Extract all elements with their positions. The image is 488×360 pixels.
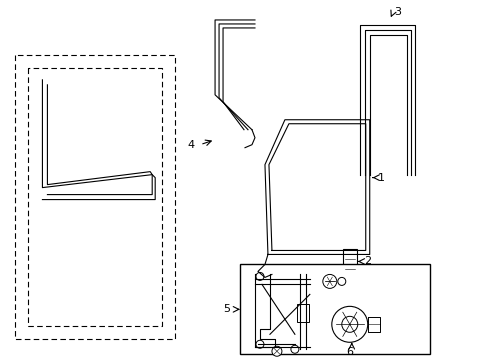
Text: 2: 2	[363, 256, 370, 266]
Circle shape	[255, 273, 264, 280]
Circle shape	[290, 345, 298, 353]
Text: 3: 3	[394, 7, 401, 17]
Circle shape	[322, 274, 336, 288]
Circle shape	[331, 306, 367, 342]
Bar	[240, 265, 429, 354]
Circle shape	[255, 340, 264, 348]
Bar	[342, 249, 356, 274]
Bar	[296, 304, 308, 322]
Text: 5: 5	[223, 304, 229, 314]
Text: 4: 4	[186, 140, 194, 150]
Text: 6: 6	[346, 347, 352, 357]
Circle shape	[271, 346, 282, 356]
Circle shape	[337, 278, 345, 285]
Circle shape	[341, 316, 357, 332]
Text: 1: 1	[377, 173, 384, 183]
